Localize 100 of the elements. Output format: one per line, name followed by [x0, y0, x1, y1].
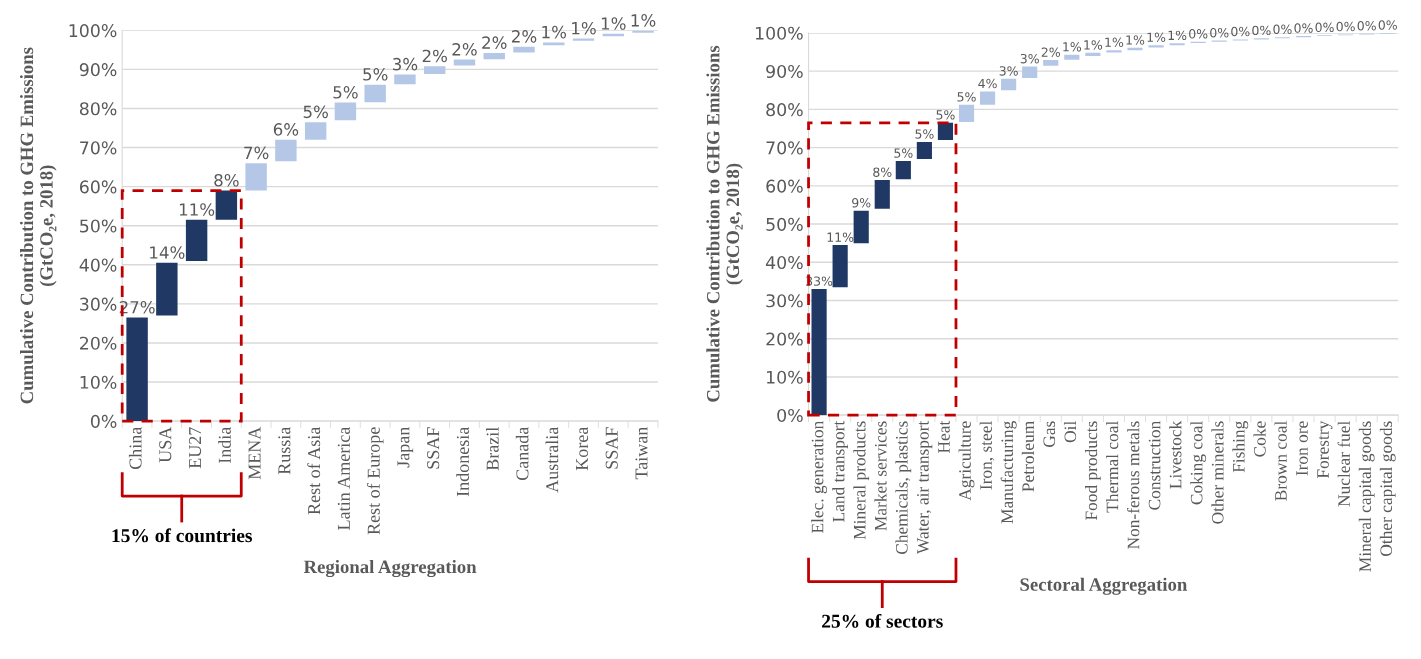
data-label: 14% [150, 246, 185, 259]
y-tick-label: 70% [80, 141, 117, 155]
data-label: 0% [1273, 24, 1292, 34]
x-tick-label: Rest of Europe [366, 427, 384, 535]
bar [543, 42, 565, 46]
x-tick-label: India [218, 426, 231, 464]
y-tick-label: 50% [766, 217, 803, 231]
data-label: 1% [1063, 42, 1082, 52]
bar [832, 245, 848, 288]
data-label: 6% [273, 123, 299, 136]
data-label: 2% [1041, 47, 1060, 57]
bar [394, 74, 416, 85]
data-label: 5% [363, 68, 388, 81]
x-tick-label: Australia [545, 426, 559, 493]
x-tick-label: Russia [278, 426, 291, 475]
data-label: 0% [1189, 29, 1208, 39]
y-tick-label: 0% [90, 414, 117, 428]
data-label: 11% [827, 232, 854, 242]
y-tick-label: 30% [766, 294, 803, 308]
x-tick-label: Coke [1253, 421, 1266, 457]
data-label: 5% [303, 105, 328, 119]
bar [1064, 54, 1080, 60]
y-tick-label: 20% [766, 332, 803, 346]
data-label: 0% [1315, 22, 1334, 33]
y-tick-label: 60% [766, 179, 803, 193]
bar [1043, 60, 1059, 66]
bar [483, 52, 505, 60]
bar [364, 84, 386, 103]
data-label: 2% [452, 43, 477, 56]
bar [304, 122, 327, 140]
data-label: 1% [542, 25, 567, 39]
bar [1127, 47, 1143, 51]
x-tick-label: Food products [1085, 421, 1101, 521]
x-tick-label: Mineral products [853, 421, 870, 540]
y-tick-label: 40% [765, 255, 803, 270]
x-tick-label: Mineral capital goods [1358, 421, 1375, 572]
data-label: 0% [1378, 20, 1397, 30]
data-label: 3% [393, 57, 418, 71]
bar [1106, 50, 1122, 53]
x-tick-label: SSAF [605, 427, 618, 469]
data-label: 3% [999, 66, 1018, 76]
data-label: 7% [244, 146, 269, 160]
bar [916, 141, 932, 160]
data-label: 5% [957, 92, 976, 102]
x-tick-label: Iron ore [1296, 421, 1308, 476]
data-label: 5% [936, 110, 955, 120]
x-tick-label: USA [159, 426, 172, 463]
bar [1148, 45, 1164, 48]
text: 25% of sectors [822, 613, 943, 628]
x-tick-label: Taiwan [635, 426, 648, 480]
x-tick-label: Market services [874, 421, 887, 531]
bar [245, 163, 267, 191]
bar [1001, 78, 1017, 91]
y-tick-label: 70% [766, 141, 803, 155]
x-tick-label: Elec. generation [811, 420, 827, 534]
bar [215, 190, 238, 220]
y-tick-label: 100% [755, 26, 803, 40]
data-label: 3% [1020, 53, 1039, 64]
x-tick-label: Water, air transport [917, 420, 933, 555]
data-label: 5% [333, 85, 358, 99]
data-label: 1% [1105, 37, 1124, 47]
x-tick-label: Livestock [1169, 420, 1182, 489]
x-tick-label: Gas [1043, 421, 1056, 448]
x-tick-label: Latin America [337, 426, 350, 530]
data-label: 8% [873, 167, 892, 177]
x-tick-label: Rest of Asia [307, 426, 321, 515]
x-tick-label: Fishing [1232, 421, 1249, 473]
x-axis-title: Sectoral Aggregation [1020, 577, 1188, 595]
bar [185, 219, 208, 261]
data-label: 0% [1336, 21, 1355, 32]
x-tick-label: Construction [1148, 420, 1161, 510]
x-tick-label: Coking coal [1190, 421, 1207, 505]
y-tick-label: 10% [80, 375, 117, 389]
x-tick-label: Land transport [832, 420, 849, 522]
bar [895, 160, 911, 180]
x-tick-label: Iron, steel [979, 421, 995, 490]
data-label: 1% [1168, 30, 1187, 41]
data-label: 1% [1126, 35, 1145, 45]
y-tick-label: 100% [69, 24, 117, 38]
data-label: 0% [1210, 27, 1229, 38]
data-label: 0% [1252, 25, 1271, 36]
x-tick-label: Heat [938, 420, 950, 453]
y-tick-label: 30% [80, 297, 117, 311]
y-tick-label: 60% [79, 180, 117, 194]
x-tick-label: Forestry [1317, 420, 1333, 479]
bar [979, 91, 996, 105]
x-tick-label: China [128, 426, 142, 470]
y-tick-label: 90% [79, 63, 117, 77]
y-tick-label: 0% [777, 408, 803, 423]
x-tick-label: SSAF [427, 427, 440, 469]
x-tick-label: Canada [515, 426, 529, 481]
data-label: 8% [214, 173, 239, 187]
data-label: 5% [894, 148, 913, 158]
data-label: 0% [1357, 21, 1376, 31]
bar [811, 289, 827, 416]
data-label: 5% [915, 129, 934, 139]
bar [423, 66, 446, 75]
x-tick-label: Non-ferous metals [1126, 421, 1140, 549]
data-label: 1% [1147, 32, 1166, 42]
x-tick-label: Korea [576, 426, 589, 471]
